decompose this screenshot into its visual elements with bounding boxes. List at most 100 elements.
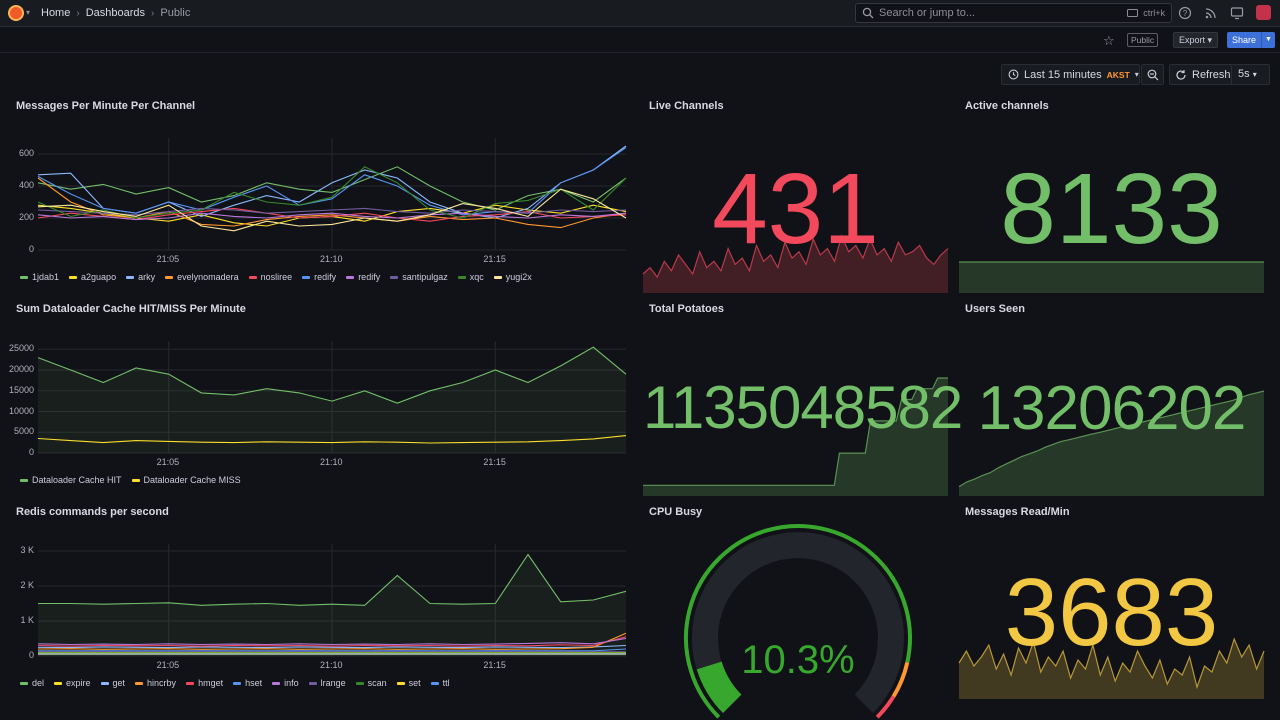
time-range-picker[interactable]: Last 15 minutes AKST ▾ <box>1001 64 1140 85</box>
legend-item[interactable]: hmget <box>186 678 223 688</box>
star-icon[interactable]: ☆ <box>1103 33 1115 48</box>
legend-item[interactable]: get <box>100 678 125 688</box>
chevron-down-icon[interactable]: ▾ <box>26 8 31 17</box>
legend-item[interactable]: hincrby <box>135 678 176 688</box>
panel-title[interactable]: CPU Busy <box>649 506 703 518</box>
legend-item[interactable]: scan <box>355 678 387 688</box>
search-box[interactable]: ctrl+k <box>855 3 1172 23</box>
legend-item[interactable]: yugi2x <box>493 272 532 282</box>
legend-item[interactable]: lrange <box>308 678 346 688</box>
sparkline <box>643 377 948 496</box>
avatar[interactable] <box>1256 5 1271 20</box>
gauge-track <box>692 532 904 713</box>
series-line-xqc[interactable] <box>37 166 627 219</box>
legend-item[interactable]: santipulgaz <box>390 272 448 282</box>
active-channels-panel: Active channels 8133 <box>959 100 1264 293</box>
series-line-hincrby[interactable] <box>37 632 627 650</box>
cpu-busy-panel: CPU Busy 10.3% <box>643 506 948 719</box>
time-series-plot[interactable] <box>37 544 627 657</box>
refresh-interval-picker[interactable]: 5s ▾ <box>1232 64 1270 85</box>
legend-swatch <box>457 275 466 279</box>
x-tick-label: 21:10 <box>320 660 343 670</box>
chevron-right-icon: › <box>151 7 155 19</box>
legend-label: del <box>32 678 45 688</box>
breadcrumb-dashboards[interactable]: Dashboards <box>85 7 146 19</box>
legend-label: yugi2x <box>505 272 532 282</box>
legend-item[interactable]: Dataloader Cache HIT <box>20 475 122 485</box>
series-line-info[interactable] <box>37 637 627 646</box>
legend-item[interactable]: nosliree <box>248 272 292 282</box>
legend-swatch <box>248 275 257 279</box>
panel-title[interactable]: Live Channels <box>649 100 724 112</box>
legend-item[interactable]: info <box>272 678 299 688</box>
panel-title[interactable]: Total Potatoes <box>649 303 724 315</box>
series-line-Dataloader Cache MISS[interactable] <box>37 435 627 444</box>
legend-item[interactable]: hset <box>233 678 262 688</box>
share-button[interactable]: Share <box>1227 32 1262 48</box>
legend-item[interactable]: redify <box>302 272 336 282</box>
sparkline-area <box>643 378 948 496</box>
monitor-icon[interactable] <box>1230 6 1244 20</box>
gauge-value-arc <box>696 661 742 713</box>
legend-item[interactable]: redify <box>346 272 380 282</box>
help-icon[interactable]: ? <box>1178 6 1192 20</box>
legend-item[interactable]: 1jdab1 <box>20 272 59 282</box>
series-line-hmget[interactable] <box>37 636 627 647</box>
legend-item[interactable]: xqc <box>457 272 484 282</box>
sparkline-line <box>642 234 949 279</box>
panel-title[interactable]: Sum Dataloader Cache HIT/MISS Per Minute <box>16 303 246 315</box>
series-line-Dataloader Cache HIT[interactable] <box>37 346 627 404</box>
legend-item[interactable]: a2guapo <box>69 272 116 282</box>
breadcrumb-home[interactable]: Home <box>41 7 71 19</box>
legend-label: lrange <box>320 678 346 688</box>
series-line-hset[interactable] <box>38 648 627 652</box>
export-button[interactable]: Export ▾ <box>1173 32 1219 48</box>
legend-item[interactable]: expire <box>54 678 91 688</box>
share-dropdown-button[interactable]: ▼ <box>1261 32 1275 48</box>
gauge-threshold-red <box>875 695 896 719</box>
users-seen-panel: Users Seen 13206202 <box>958 303 1265 496</box>
legend-swatch <box>100 681 109 685</box>
series-line-redify[interactable] <box>37 212 627 221</box>
panel-title[interactable]: Messages Read/Min <box>965 506 1070 518</box>
panel-title[interactable]: Users Seen <box>965 303 1025 315</box>
panel-title[interactable]: Redis commands per second <box>16 506 169 518</box>
legend-item[interactable]: set <box>396 678 421 688</box>
legend-item[interactable]: arky <box>126 272 155 282</box>
series-line-yugi2x[interactable] <box>37 188 627 232</box>
messages-read-panel: Messages Read/Min 3683 <box>958 506 1265 699</box>
dashboard-toolbar <box>0 27 1280 53</box>
time-series-plot[interactable] <box>37 341 627 454</box>
series-line-get[interactable] <box>37 644 627 649</box>
legend-item[interactable]: del <box>20 678 44 688</box>
sparkline <box>958 637 1265 699</box>
legend-item[interactable]: ttl <box>430 678 450 688</box>
refresh-button[interactable]: Refresh <box>1169 64 1232 85</box>
sparkline <box>958 390 1265 496</box>
grafana-logo-icon[interactable] <box>8 5 24 21</box>
rss-icon[interactable] <box>1204 6 1218 20</box>
series-line-santipulgaz[interactable] <box>37 207 627 216</box>
legend-swatch <box>355 681 364 685</box>
x-tick-label: 21:05 <box>156 660 180 670</box>
time-series-plot[interactable] <box>37 138 627 251</box>
legend-swatch <box>308 681 317 685</box>
sparkline-line <box>958 390 1265 488</box>
y-tick-label: 2 K <box>20 580 34 590</box>
time-range-label: Last 15 minutes <box>1024 68 1102 81</box>
legend-swatch <box>396 681 405 685</box>
panel-title[interactable]: Active channels <box>965 100 1049 112</box>
legend-swatch <box>186 681 195 685</box>
search-icon <box>862 7 874 19</box>
panel-title[interactable]: Messages Per Minute Per Channel <box>16 100 196 112</box>
x-tick-label: 21:15 <box>483 254 506 264</box>
series-line-1jdab1[interactable] <box>37 166 627 211</box>
legend-item[interactable]: Dataloader Cache MISS <box>131 475 241 485</box>
x-tick-label: 21:05 <box>156 457 180 467</box>
x-tick-label: 21:05 <box>156 254 180 264</box>
legend-swatch <box>20 681 28 685</box>
legend-item[interactable]: evelynomadera <box>165 272 239 282</box>
zoom-out-button[interactable] <box>1141 64 1164 85</box>
series-line-del[interactable] <box>38 553 627 606</box>
search-input[interactable] <box>879 7 1123 19</box>
